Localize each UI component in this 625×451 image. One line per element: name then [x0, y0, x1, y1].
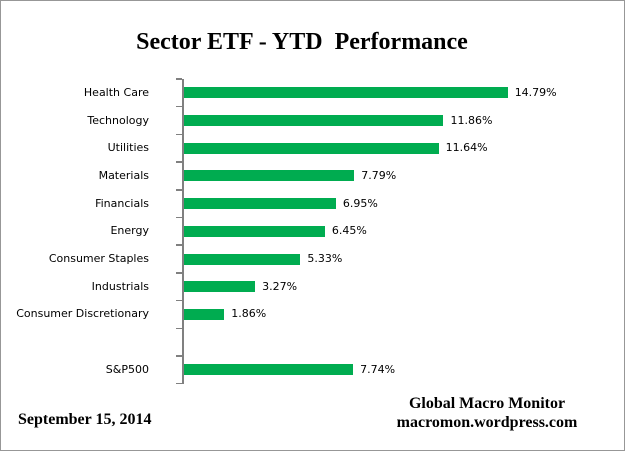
axis-tick	[175, 78, 182, 80]
value-label: 3.27%	[262, 279, 298, 293]
value-label: 14.79%	[514, 85, 557, 99]
axis-tick	[175, 105, 182, 108]
axis-tick	[175, 189, 182, 191]
footer-brand-name: Global Macro Monitor	[408, 395, 566, 412]
bar	[183, 198, 336, 210]
bar	[183, 364, 354, 376]
axis-tick	[175, 161, 182, 163]
category-label: Utilities	[107, 141, 149, 155]
chart-title: Sector ETF - YTD Performance	[136, 29, 468, 55]
category-label: Industrials	[91, 279, 149, 293]
footer-brand-url: macromon.wordpress.com	[396, 414, 578, 431]
axis-tick	[175, 327, 182, 330]
value-label: 7.79%	[361, 168, 397, 182]
footer-date: September 15, 2014	[18, 411, 152, 428]
bar	[183, 170, 355, 182]
category-axis-line	[181, 79, 184, 384]
value-label: 11.64%	[445, 141, 488, 155]
axis-tick	[175, 216, 182, 219]
value-label: 11.86%	[450, 113, 493, 127]
category-label: Consumer Staples	[48, 252, 149, 266]
value-label: 1.86%	[231, 307, 267, 321]
bar	[183, 87, 508, 99]
axis-tick	[175, 299, 182, 302]
bar	[183, 225, 325, 237]
category-label: Materials	[98, 168, 149, 182]
axis-tick	[175, 272, 182, 274]
axis-tick	[175, 382, 182, 385]
value-label: 5.33%	[307, 252, 343, 266]
bar	[183, 308, 225, 320]
bar	[183, 281, 256, 293]
value-label: 6.95%	[342, 196, 378, 210]
category-label: Consumer Discretionary	[16, 307, 149, 321]
bar	[183, 115, 444, 127]
value-label: 7.74%	[360, 362, 396, 376]
value-label: 6.45%	[331, 224, 367, 238]
footer-brand: Global Macro Monitor macromon.wordpress.…	[337, 394, 624, 432]
category-label: Health Care	[83, 85, 149, 99]
bar	[183, 142, 439, 154]
axis-tick	[175, 355, 182, 357]
axis-tick	[175, 244, 182, 246]
category-label: Energy	[110, 224, 149, 238]
category-label: S&P500	[105, 362, 149, 376]
bar	[183, 253, 301, 265]
axis-tick	[175, 133, 182, 136]
category-label: Technology	[87, 113, 149, 127]
category-label: Financials	[95, 196, 149, 210]
